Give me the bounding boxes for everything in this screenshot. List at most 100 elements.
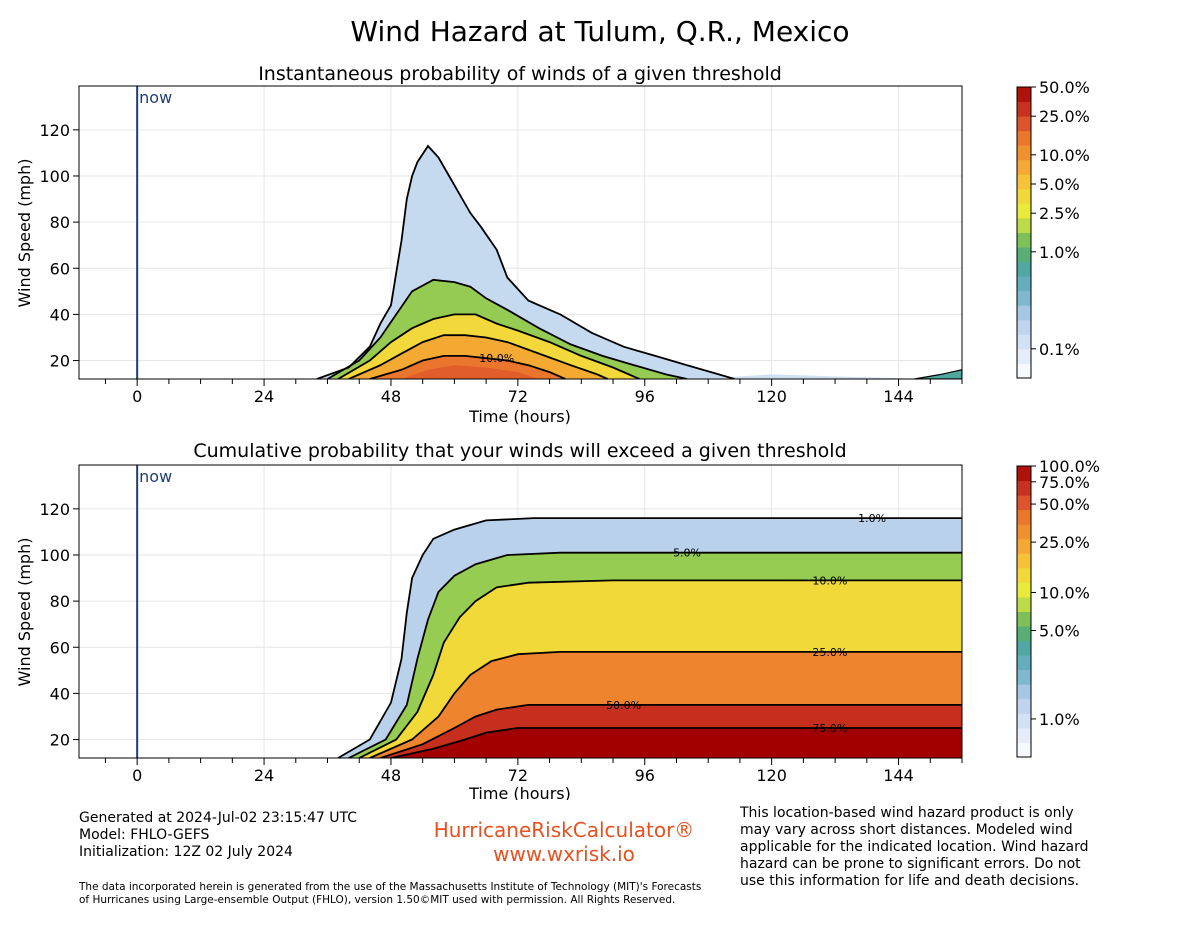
brand-block: HurricaneRiskCalculator® www.wxrisk.io (404, 818, 724, 866)
contour-label: 5.0% (673, 547, 701, 560)
x-tick-label: 0 (132, 766, 142, 785)
run-info: Generated at 2024-Jul-02 23:15:47 UTC Mo… (79, 810, 357, 861)
colorbar-segment (1017, 611, 1031, 627)
colorbar-tick-label: 5.0% (1039, 175, 1080, 194)
x-tick-label: 72 (508, 766, 528, 785)
y-tick-label: 20 (50, 352, 70, 371)
plot-frame (78, 464, 963, 759)
x-axis-label: Time (hours) (468, 407, 571, 426)
colorbar-tick-label: 25.0% (1039, 533, 1090, 552)
x-tick-label: 96 (635, 766, 655, 785)
disclaimer-line: of Hurricanes using Large-ensemble Outpu… (79, 894, 676, 906)
y-tick-label: 80 (50, 592, 70, 611)
contour-lines: 1.0% 5.0% 10.0% 25.0% 50.0% 75.0% (337, 512, 962, 758)
brand-url[interactable]: www.wxrisk.io (493, 842, 635, 866)
y-tick-label: 40 (50, 684, 70, 703)
figure-title: Wind Hazard at Tulum, Q.R., Mexico (350, 15, 849, 48)
figure: Wind Hazard at Tulum, Q.R., Mexico Insta… (15, 15, 1100, 800)
colorbar-tick-label: 10.0% (1039, 146, 1090, 165)
colorbar-segment (1017, 217, 1031, 233)
generated-time: Generated at 2024-Jul-02 23:15:47 UTC (79, 810, 357, 826)
cumulative-chart: Cumulative probability that your winds w… (15, 440, 1100, 800)
contour-line (337, 313, 640, 379)
hazard-warning: This location-based wind hazard product … (740, 805, 1160, 890)
colorbar-segment (1017, 116, 1031, 132)
colorbar-segment (1017, 232, 1031, 248)
probability-band (401, 737, 962, 758)
colorbar-segment (1017, 348, 1031, 364)
contour-label: 50.0% (606, 699, 641, 712)
probability-band (401, 365, 539, 379)
colorbar-segment (1017, 334, 1031, 350)
data-disclaimer: The data incorporated herein is generate… (79, 881, 701, 907)
colorbar-segment (1017, 713, 1031, 729)
colorbar-segment (1017, 698, 1031, 714)
y-tick-label: 80 (50, 213, 70, 232)
chart-title: Instantaneous probability of winds of a … (258, 63, 782, 85)
contour-line (337, 517, 962, 758)
colorbar-segment (1017, 363, 1031, 379)
y-tick-label: 100 (39, 167, 70, 186)
colorbar-segment (1017, 203, 1031, 219)
contour-line (369, 355, 566, 379)
initialization-time: Initialization: 12Z 02 July 2024 (79, 844, 293, 860)
colorbar-tick-label: 2.5% (1039, 204, 1080, 223)
colorbar: 100.0%75.0% 50.0% 25.0% 10.0% 5.0% 1.0% (1016, 457, 1100, 758)
colorbar-segment (1017, 669, 1031, 685)
x-tick-label: 144 (883, 766, 914, 785)
x-tick-label: 120 (756, 766, 787, 785)
y-tick-label: 20 (50, 731, 70, 750)
y-tick-label: 120 (39, 500, 70, 519)
x-tick-label: 48 (381, 766, 401, 785)
colorbar-segment (1017, 145, 1031, 161)
colorbar-tick-label: 50.0% (1039, 495, 1090, 514)
contour-line (348, 551, 962, 758)
colorbar-segment (1017, 567, 1031, 583)
colorbar-segment (1017, 626, 1031, 642)
colorbar-segment (1017, 553, 1031, 569)
colorbar-frame (1016, 86, 1032, 379)
probability-band (697, 374, 931, 379)
probability-band (914, 369, 962, 379)
colorbar-segment (1017, 466, 1031, 482)
colorbar-segment (1017, 596, 1031, 612)
chart-title: Cumulative probability that your winds w… (193, 440, 846, 462)
colorbar-tick-label: 100.0% (1039, 457, 1100, 476)
y-axis-label: Wind Speed (mph) (15, 159, 34, 308)
colorbar-segment (1017, 319, 1031, 335)
now-label: now (139, 88, 172, 107)
colorbar-segment (1017, 247, 1031, 263)
colorbar-segment (1017, 174, 1031, 190)
colorbar-segment (1017, 538, 1031, 554)
x-tick-label: 24 (254, 766, 274, 785)
colorbar-tick-label: 75.0% (1039, 473, 1090, 492)
colorbar-segment (1017, 305, 1031, 321)
colorbar-segment (1017, 727, 1031, 743)
colorbar-tick-label: 5.0% (1039, 622, 1080, 641)
y-tick-label: 100 (39, 546, 70, 565)
brand-name: HurricaneRiskCalculator® (433, 818, 695, 842)
colorbar-segment (1017, 495, 1031, 511)
colorbar-segment (1017, 480, 1031, 496)
y-tick-label: 60 (50, 259, 70, 278)
colorbar-segment (1017, 87, 1031, 103)
contour-lines: 10.0% (316, 144, 735, 379)
colorbar-segment (1017, 524, 1031, 540)
probability-heatmap (316, 146, 962, 379)
warning-line: hazard can be prone to significant error… (740, 856, 1081, 872)
contour-label: 1.0% (858, 512, 886, 525)
disclaimer-line: The data incorporated herein is generate… (79, 881, 702, 893)
x-tick-label: 144 (883, 387, 914, 406)
colorbar-segment (1017, 742, 1031, 758)
x-tick-label: 0 (132, 387, 142, 406)
x-tick-label: 72 (508, 387, 528, 406)
colorbar-segment (1017, 640, 1031, 656)
colorbar-segment (1017, 130, 1031, 146)
contour-line (316, 144, 735, 379)
axes: 0 24 48 72 96 120 144 20 40 60 80 100 120 (39, 121, 963, 406)
y-tick-label: 60 (50, 638, 70, 657)
model-name: Model: FHLO-GEFS (79, 827, 210, 843)
y-axis-label: Wind Speed (mph) (15, 538, 34, 687)
instantaneous-chart: Instantaneous probability of winds of a … (15, 63, 1090, 426)
colorbar-segment (1017, 159, 1031, 175)
